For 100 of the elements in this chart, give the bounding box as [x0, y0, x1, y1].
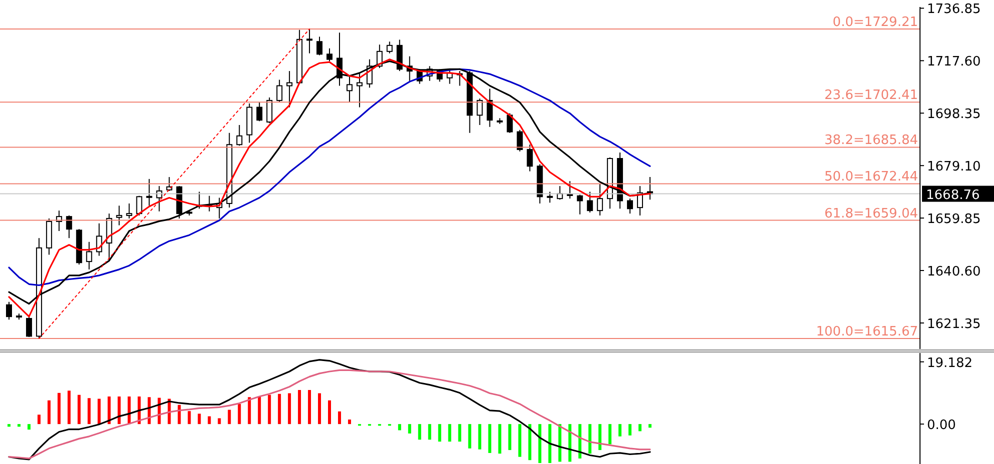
candlestick [86, 241, 92, 270]
candlestick [6, 301, 12, 320]
bar [598, 424, 602, 450]
y-tick-label: 0.00 [927, 418, 956, 434]
y-tick-label: 1659.85 [927, 212, 981, 228]
bar [298, 390, 301, 424]
y-tick-label: 19.182 [927, 356, 972, 371]
bar [118, 396, 121, 424]
candlestick [586, 191, 593, 213]
bar [328, 400, 331, 424]
bar [438, 424, 442, 442]
candlestick [346, 75, 353, 103]
bar [348, 420, 352, 424]
bar [458, 424, 462, 442]
ref-line-label: 23.6=1702.41 [824, 88, 918, 104]
bar [188, 411, 191, 424]
bar [618, 424, 622, 436]
bar [18, 424, 21, 427]
bar [338, 411, 342, 424]
candlestick [286, 70, 292, 108]
candlestick [26, 316, 32, 338]
candlestick [386, 41, 393, 54]
bar [628, 424, 632, 436]
bar [278, 394, 281, 424]
bar [28, 424, 31, 430]
bar [518, 424, 522, 457]
candlestick [356, 72, 363, 108]
candlestick [576, 194, 583, 215]
bar [218, 418, 221, 424]
bar [448, 424, 452, 442]
y-tick-label: 1621.35 [927, 316, 981, 332]
bar [178, 404, 181, 424]
bar [258, 396, 261, 424]
bar [568, 424, 572, 462]
bar [238, 404, 241, 424]
bar [408, 424, 412, 434]
candlestick [146, 178, 152, 206]
ref-line-label: 61.8=1659.04 [824, 206, 918, 222]
candlestick [326, 48, 332, 62]
bar [498, 424, 502, 454]
y-tick-label: 1698.35 [927, 107, 981, 122]
candlestick [626, 198, 633, 214]
ref-line-label: 50.0=1672.44 [824, 170, 918, 185]
bar [48, 400, 51, 424]
bar [468, 424, 472, 448]
bar [68, 390, 71, 424]
bar [638, 424, 642, 432]
bar [558, 424, 562, 462]
candlestick [316, 36, 322, 56]
bar [418, 424, 422, 440]
ref-line-label: 100.0=1615.67 [816, 324, 918, 340]
bar [528, 424, 532, 460]
candlestick [476, 98, 483, 126]
bar [478, 424, 482, 450]
candlestick [156, 186, 162, 212]
bar [38, 414, 41, 424]
candlestick [526, 144, 533, 172]
candlestick [166, 176, 172, 192]
bar [648, 424, 652, 428]
bar [288, 393, 291, 424]
candlestick [236, 124, 242, 146]
bar [108, 396, 111, 424]
candlestick [126, 202, 132, 219]
bar [548, 424, 552, 464]
bar [248, 397, 251, 424]
bar [588, 424, 592, 454]
bar [308, 390, 311, 424]
candlestick [306, 28, 312, 54]
bar [98, 398, 101, 424]
bar [398, 424, 402, 430]
bar [228, 410, 231, 424]
candlestick [546, 191, 553, 204]
candlestick [596, 183, 603, 216]
bar [198, 414, 201, 424]
y-tick-label: 1717.60 [927, 54, 981, 70]
candlestick [66, 214, 72, 239]
candlestick [116, 205, 122, 226]
bar [78, 394, 81, 424]
candlestick [276, 79, 282, 103]
bar [538, 424, 542, 464]
bar [58, 392, 61, 424]
candlestick [506, 112, 513, 134]
y-tick-label: 1640.60 [927, 264, 981, 280]
ref-line-label: 38.2=1685.84 [824, 133, 918, 148]
bar [508, 424, 512, 450]
candlestick [266, 96, 272, 124]
bar [488, 424, 492, 453]
y-tick-label: 1736.85 [927, 2, 981, 18]
ref-line-label: 1668.76 [926, 188, 980, 203]
bar [268, 394, 271, 424]
bar [88, 398, 91, 424]
bar [318, 393, 321, 424]
bar [208, 416, 211, 424]
y-tick-label: 1679.10 [927, 160, 981, 175]
candlestick [516, 129, 523, 152]
ref-line-label: 0.0=1729.21 [832, 15, 918, 30]
bar [8, 424, 10, 427]
candlestick [256, 102, 262, 122]
bar [608, 424, 612, 444]
bar [428, 424, 432, 440]
